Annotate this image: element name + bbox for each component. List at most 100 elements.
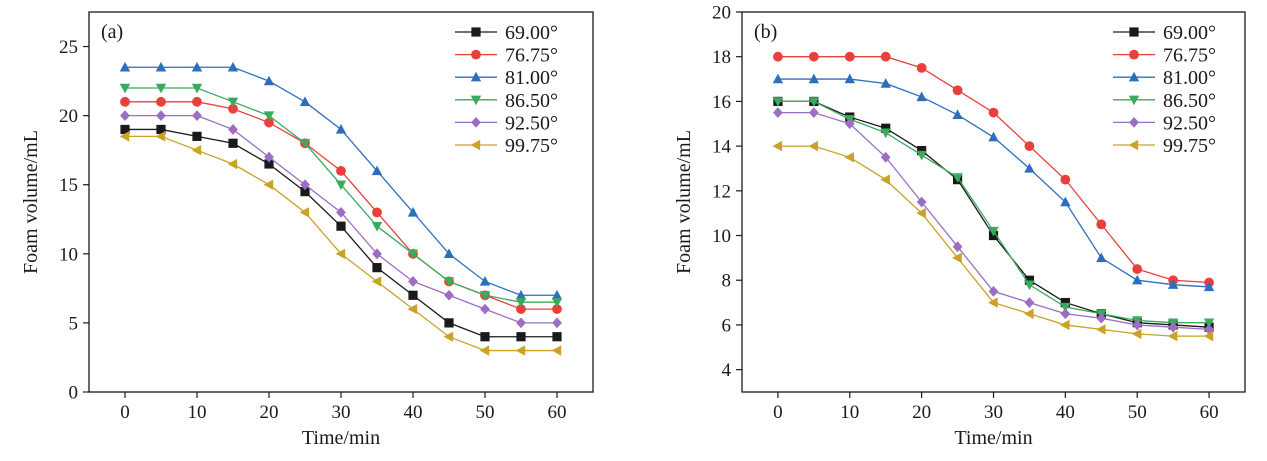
data-point — [299, 207, 310, 218]
data-point — [551, 289, 563, 300]
legend-label: 86.50° — [505, 90, 558, 112]
legend-label: 69.00° — [505, 22, 558, 44]
data-point — [192, 96, 202, 107]
data-point — [1060, 297, 1070, 308]
panel-label: (a) — [101, 21, 123, 43]
y-tick-label: 16 — [712, 92, 731, 113]
data-point — [119, 83, 131, 94]
legend-label: 76.75° — [1163, 45, 1216, 67]
y-tick-label: 14 — [712, 137, 732, 158]
data-point — [408, 290, 418, 300]
series-92.50° — [120, 110, 562, 329]
data-point — [1024, 141, 1035, 152]
legend-marker — [1129, 27, 1139, 37]
data-point — [371, 276, 382, 287]
x-tick-label: 50 — [1128, 402, 1147, 423]
data-point — [228, 124, 238, 135]
data-point — [156, 124, 166, 135]
data-point — [156, 96, 166, 107]
data-point — [844, 51, 855, 62]
data-point — [808, 140, 819, 152]
data-point — [192, 131, 202, 141]
data-point — [300, 179, 310, 191]
data-point — [192, 110, 202, 122]
legend-marker — [471, 27, 481, 37]
data-point — [1132, 264, 1143, 274]
data-point — [336, 166, 346, 176]
y-axis-label: Foam volume/mL — [673, 130, 695, 274]
data-point — [772, 140, 783, 152]
data-point — [916, 196, 927, 208]
data-point — [155, 61, 167, 72]
data-point — [335, 124, 347, 134]
legend: 69.00°76.75°81.00°86.50°92.50°99.75° — [1113, 22, 1216, 157]
data-point — [443, 331, 454, 342]
data-point — [552, 332, 562, 342]
y-tick-label: 12 — [712, 181, 731, 202]
series-92.50° — [773, 107, 1214, 335]
data-point — [916, 91, 927, 102]
data-point — [119, 61, 131, 72]
y-tick-label: 0 — [69, 383, 79, 404]
series-81.00° — [119, 61, 563, 300]
legend-marker — [470, 95, 482, 106]
x-axis-label: Time/min — [954, 427, 1032, 449]
x-tick-label: 0 — [773, 402, 783, 423]
data-point — [336, 206, 346, 218]
data-point — [479, 276, 491, 286]
chart-panel-b: 0 10 20 30 40 50 60 4 6 8 10 12 14 16 18 20 Time/min Foam… — [673, 3, 1246, 449]
data-point — [880, 51, 891, 62]
data-point — [1204, 324, 1214, 335]
data-point — [408, 276, 418, 287]
panel-label: (b) — [754, 21, 777, 43]
data-point — [335, 180, 347, 191]
data-point — [1096, 312, 1107, 324]
data-point — [1024, 275, 1035, 285]
legend-label: 92.50° — [505, 112, 558, 134]
data-point — [952, 85, 963, 96]
series-99.75° — [772, 140, 1214, 342]
data-point — [191, 83, 203, 94]
x-tick-label: 10 — [840, 402, 859, 423]
data-point — [1167, 279, 1179, 289]
data-point — [156, 110, 166, 122]
data-point — [988, 286, 999, 297]
data-point — [479, 345, 490, 356]
data-point — [263, 111, 275, 122]
data-point — [119, 131, 130, 142]
data-point — [515, 297, 527, 308]
series-69.00° — [120, 124, 562, 342]
legend-marker — [471, 49, 481, 60]
chart-panel-a: 0 10 20 30 40 50 60 0 5 10 15 20 25 Time/min Foam volu… — [20, 11, 594, 449]
data-point — [1096, 219, 1107, 230]
x-tick-label: 50 — [476, 402, 495, 423]
legend-marker — [1129, 117, 1139, 128]
data-point — [372, 263, 382, 273]
data-point — [952, 241, 963, 253]
data-point — [515, 289, 527, 300]
data-point — [227, 61, 239, 72]
legend-label: 99.75° — [505, 135, 558, 157]
data-point — [1095, 324, 1106, 335]
data-point — [443, 248, 455, 259]
data-point — [516, 332, 526, 342]
data-point — [808, 97, 820, 107]
data-point — [881, 123, 891, 133]
data-point — [551, 345, 562, 356]
data-point — [1024, 297, 1035, 308]
data-point — [772, 97, 784, 107]
legend-marker — [1128, 95, 1140, 106]
legend-marker — [470, 139, 481, 151]
legend-marker — [1129, 49, 1139, 60]
y-tick-label: 4 — [722, 360, 732, 381]
data-point — [880, 78, 891, 88]
data-point — [191, 61, 203, 72]
data-point — [1168, 321, 1179, 333]
data-point — [880, 151, 891, 163]
data-point — [1167, 330, 1178, 342]
data-point — [516, 317, 526, 329]
x-axis-label: Time/min — [302, 427, 380, 449]
data-point — [916, 150, 927, 161]
x-tick-label: 20 — [912, 402, 931, 423]
y-tick-label: 5 — [69, 313, 79, 334]
